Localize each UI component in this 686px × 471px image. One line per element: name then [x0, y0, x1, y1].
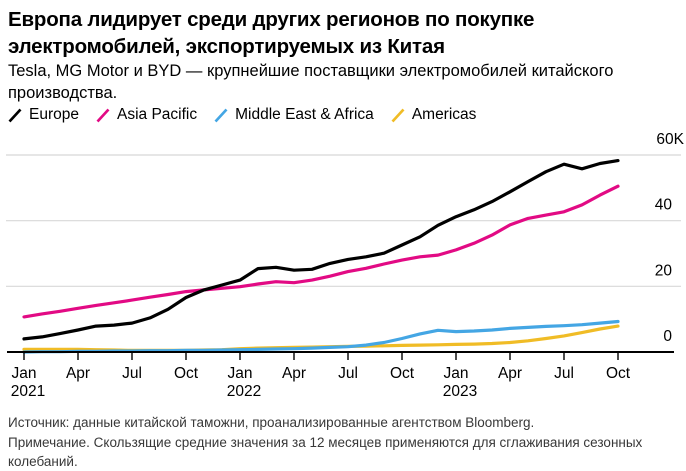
x-tick-label: Jan	[228, 365, 253, 382]
x-tick-label: Oct	[174, 365, 199, 382]
x-tick-label: Apr	[66, 365, 90, 382]
legend-item-europe: Europe	[8, 106, 79, 124]
x-year-label: 2021	[11, 383, 45, 400]
source-note: Источник: данные китайской таможни, проа…	[8, 415, 535, 430]
x-tick-label: Apr	[498, 365, 522, 382]
x-tick-label: Oct	[606, 365, 631, 382]
x-year-label: 2023	[443, 383, 477, 400]
legend-item-middle-east-africa: Middle East & Africa	[214, 106, 374, 124]
legend-slash-icon	[391, 108, 405, 122]
page-title: Европа лидирует среди других регионов по…	[8, 8, 535, 58]
series-line-europe	[22, 159, 620, 341]
x-tick-label: Oct	[390, 365, 415, 382]
x-tick-label: Jan	[444, 365, 469, 382]
page-subtitle: Tesla, MG Motor и BYD — крупнейшие поста…	[8, 62, 614, 102]
x-year-label: 2022	[227, 383, 261, 400]
legend-label: Asia Pacific	[116, 106, 198, 123]
legend-label: Americas	[411, 106, 477, 123]
series-line-asia-pacific	[22, 184, 620, 319]
legend-item-americas: Americas	[391, 106, 477, 124]
y-tick-label: 20	[655, 262, 673, 279]
chart-footer: Источник: данные китайской таможни, проа…	[8, 413, 663, 471]
y-tick-label: 0	[663, 328, 672, 345]
x-tick-label: Jul	[338, 365, 358, 382]
y-tick-label: 40	[655, 197, 673, 214]
legend-item-asia-pacific: Asia Pacific	[96, 106, 197, 124]
x-tick-label: Jan	[12, 365, 37, 382]
legend-slash-icon	[214, 108, 228, 122]
legend-label: Europe	[29, 106, 79, 123]
chart-area: Jan 2021 Apr Jul Oct Jan 2022 Apr Jul Oct Jan 2023 A…	[0, 131, 686, 403]
legend-slash-icon	[96, 108, 110, 122]
legend-label: Middle East & Africa	[235, 106, 374, 123]
x-tick-label: Jul	[122, 365, 142, 382]
x-tick-label: Jul	[554, 365, 574, 382]
legend-slash-icon	[8, 108, 22, 122]
methodology-note: Примечание. Скользящие средние значения …	[8, 434, 643, 470]
chart-legend: Europe Asia Pacific Middle East & Africa Am…	[8, 106, 476, 124]
x-tick-label: Apr	[282, 365, 306, 382]
y-tick-label: 60K	[656, 133, 684, 148]
